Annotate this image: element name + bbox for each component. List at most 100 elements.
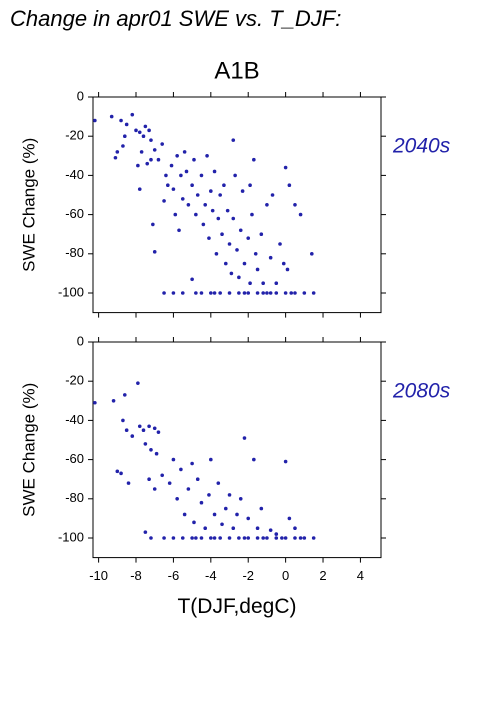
point	[311, 291, 316, 295]
y-tick-label: -100	[58, 284, 84, 299]
point	[246, 291, 251, 295]
point	[173, 212, 178, 217]
point	[136, 381, 140, 385]
point	[310, 252, 314, 256]
point	[227, 536, 232, 540]
point	[298, 212, 303, 217]
x-tick-label: -6	[168, 568, 180, 583]
point	[137, 424, 142, 429]
point	[149, 536, 153, 540]
point	[293, 526, 297, 530]
point	[124, 122, 129, 127]
point	[149, 138, 153, 142]
point	[121, 144, 125, 148]
page-title: Change in apr01 SWE vs. T_DJF:	[10, 6, 341, 31]
point	[195, 477, 200, 482]
point	[126, 481, 131, 485]
point	[152, 426, 157, 431]
point	[186, 487, 191, 491]
point	[93, 400, 97, 405]
point	[171, 457, 176, 462]
x-tick-label: 0	[282, 568, 289, 583]
point	[212, 512, 217, 517]
point	[137, 187, 142, 191]
point	[147, 477, 151, 482]
point	[184, 169, 189, 174]
point	[274, 281, 279, 286]
x-axis-label: T(DJF,degC)	[177, 595, 296, 618]
point	[195, 193, 200, 197]
point	[171, 536, 176, 540]
point	[136, 163, 140, 168]
point	[93, 118, 97, 123]
point	[268, 255, 273, 260]
point	[302, 291, 307, 295]
point	[246, 516, 251, 521]
point	[259, 506, 264, 511]
point	[278, 242, 282, 246]
point	[220, 522, 224, 527]
point	[199, 173, 204, 178]
point	[175, 154, 179, 158]
point	[179, 467, 183, 472]
point	[255, 536, 260, 540]
point	[255, 267, 260, 272]
point	[115, 469, 120, 474]
point	[160, 473, 164, 478]
point	[143, 442, 148, 446]
point	[223, 261, 228, 266]
point	[109, 114, 114, 119]
x-tick-label: -2	[242, 568, 254, 583]
point	[227, 493, 232, 497]
point	[194, 291, 198, 295]
point	[143, 530, 148, 534]
y-axis-label: SWE Change (%)	[19, 383, 38, 517]
point	[265, 536, 269, 540]
point	[192, 157, 196, 162]
point	[285, 267, 290, 272]
point	[283, 459, 288, 464]
plot-frame	[92, 341, 382, 559]
point	[233, 173, 237, 178]
point	[274, 532, 279, 536]
point	[199, 291, 204, 295]
y-tick-label: -60	[65, 206, 84, 221]
point	[156, 157, 161, 162]
point	[203, 526, 208, 530]
point	[194, 536, 198, 540]
point	[141, 428, 146, 433]
point	[122, 134, 127, 138]
point	[212, 169, 217, 174]
point	[235, 248, 239, 252]
point	[242, 436, 247, 440]
point	[225, 208, 230, 213]
point	[119, 118, 123, 123]
point	[164, 173, 168, 178]
point	[268, 291, 273, 295]
point	[231, 138, 236, 142]
x-tick-label: 4	[357, 568, 364, 583]
point	[242, 536, 247, 540]
point	[130, 434, 135, 438]
point	[179, 173, 183, 178]
point	[209, 189, 213, 193]
point	[218, 193, 222, 197]
y-tick-label: 0	[77, 88, 84, 103]
point	[214, 252, 219, 256]
y-tick-label: -20	[65, 373, 84, 388]
point	[210, 208, 215, 213]
y-tick-label: -80	[65, 245, 84, 260]
point	[248, 281, 252, 286]
point	[237, 536, 241, 540]
point	[162, 199, 166, 203]
point	[293, 203, 297, 207]
y-tick-label: -80	[65, 490, 84, 505]
y-tick-label: -40	[65, 412, 84, 427]
point	[199, 536, 204, 540]
point	[190, 277, 194, 282]
point	[216, 481, 221, 485]
point	[298, 536, 303, 540]
point	[171, 187, 176, 191]
point	[231, 526, 236, 530]
point	[212, 536, 217, 540]
